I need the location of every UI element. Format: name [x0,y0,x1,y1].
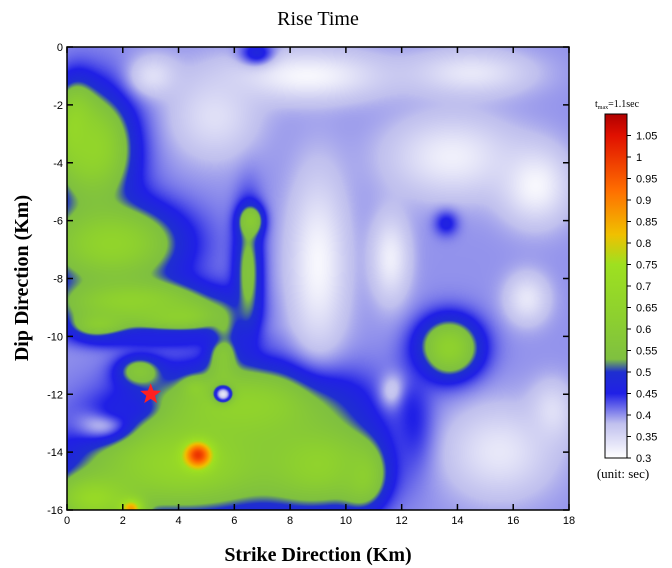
x-tick-label: 6 [231,515,237,527]
x-tick-label: 16 [507,515,519,527]
colorbar-tick-label: 0.75 [636,260,657,272]
x-axis-label: Strike Direction (Km) [224,544,411,566]
colorbar-header-main: t [595,99,598,110]
colorbar-tick-label: 0.45 [636,389,657,401]
x-tick-label: 14 [451,515,463,527]
colorbar-header: tmax=1.1sec [595,99,640,111]
y-axis: 0 -2 -4 -6 -8 -10 -12 -14 -16 [47,42,569,517]
x-tick-label: 10 [340,515,352,527]
y-axis-label: Dip Direction (Km) [11,195,33,361]
x-tick-label: 12 [396,515,408,527]
colorbar-tick-label: 0.65 [636,303,657,315]
y-tick-label: -2 [53,100,63,112]
colorbar-ticks: 1.05 1 0.95 0.9 0.85 0.8 0.75 0.7 0.65 0.6 0.55 0.5… [627,131,657,465]
colorbar-tick-label: 0.4 [636,410,651,422]
hypocenter-star [140,383,162,404]
x-tick-label: 2 [120,515,126,527]
y-tick-label: -14 [47,447,63,459]
x-tick-label: 8 [287,515,293,527]
colorbar-tick-label: 0.9 [636,195,651,207]
y-tick-label: -12 [47,389,63,401]
colorbar-tick-label: 0.3 [636,453,651,465]
chart-title: Rise Time [277,8,359,30]
colorbar-header-sub: max [598,105,608,111]
y-tick-label: -4 [53,158,63,170]
colorbar: tmax=1.1sec 1.05 1 0.95 0.9 0.85 0.8 0.75 0.7 0.… [595,99,657,481]
colorbar-tick-label: 0.35 [636,432,657,444]
colorbar-tick-label: 0.85 [636,217,657,229]
colorbar-tick-label: 0.6 [636,324,651,336]
colorbar-tick-label: 1.05 [636,131,657,143]
colorbar-gradient [605,114,627,458]
heatmap-canvas [67,47,569,510]
colorbar-tick-label: 1 [636,152,642,164]
x-tick-label: 18 [563,515,575,527]
x-tick-label: 4 [175,515,181,527]
heatmap-area [67,47,569,510]
x-axis: 0 2 4 6 8 10 12 14 16 18 [64,47,575,527]
y-tick-label: -10 [47,331,63,343]
hypocenter-star-icon [140,383,162,404]
colorbar-tick-label: 0.55 [636,346,657,358]
colorbar-header-rest: =1.1sec [608,99,639,110]
colorbar-tick-label: 0.8 [636,238,651,250]
x-tick-label: 0 [64,515,70,527]
y-tick-label: -16 [47,505,63,517]
colorbar-tick-label: 0.7 [636,281,651,293]
colorbar-unit-label: (unit: sec) [597,466,649,481]
y-tick-label: -8 [53,274,63,286]
y-tick-label: -6 [53,216,63,228]
colorbar-tick-label: 0.5 [636,367,651,379]
colorbar-tick-label: 0.95 [636,174,657,186]
y-tick-label: 0 [57,42,63,54]
